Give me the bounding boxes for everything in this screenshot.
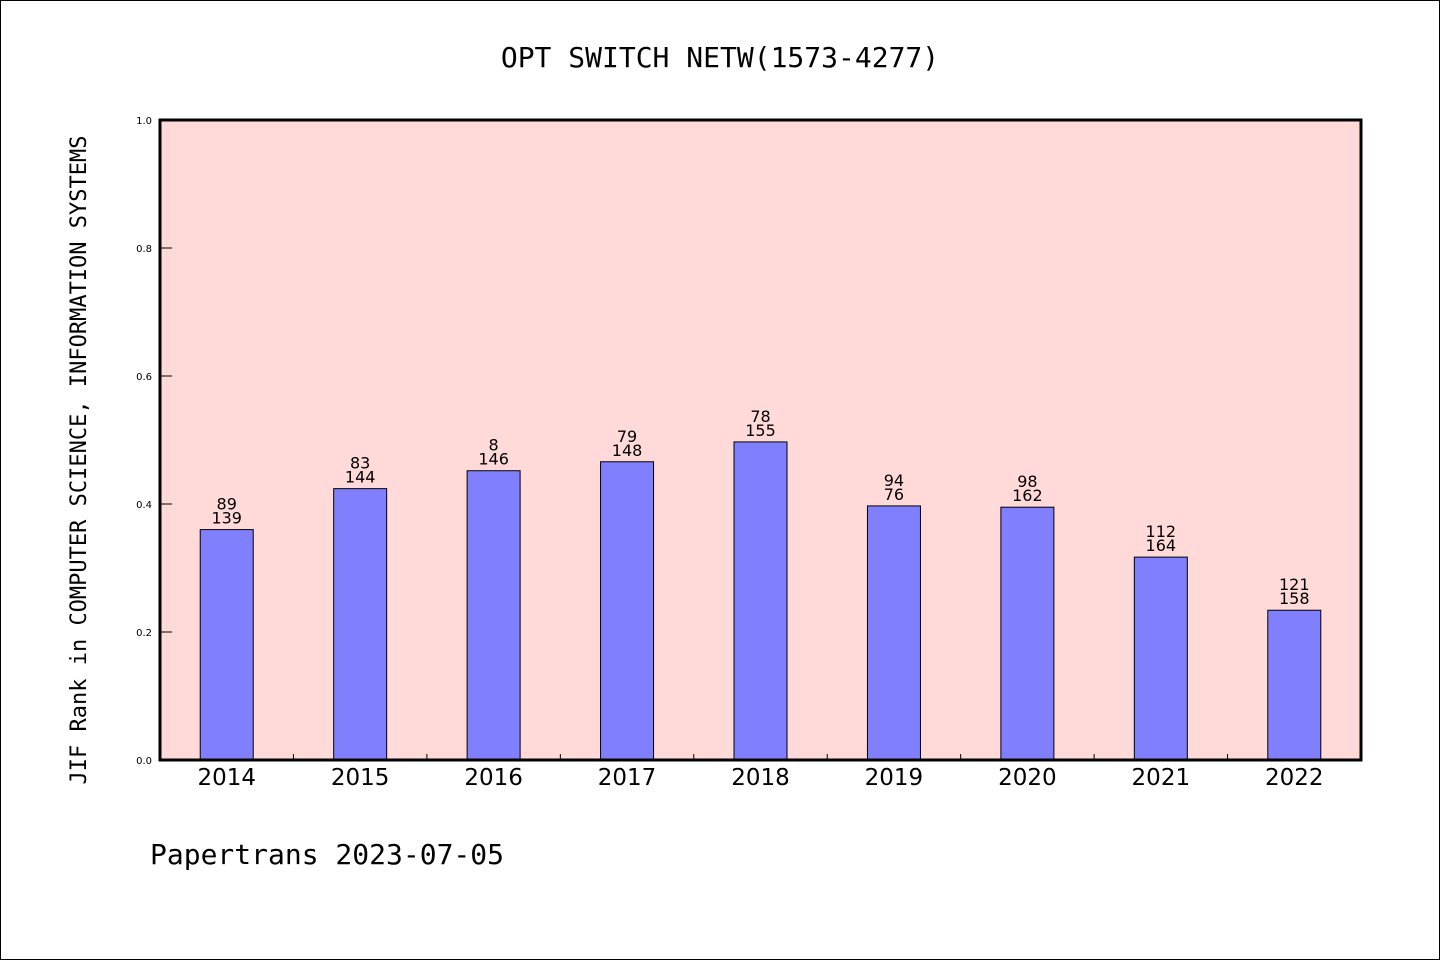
bar-2021 [1133,556,1188,761]
bar-2019 [866,505,921,761]
bar-2016 [466,470,521,761]
bar-rank-label: 83 [350,454,370,473]
bar-total-label: 148 [612,441,643,460]
x-tick-label: 2020 [998,765,1057,791]
bar-total-label: 155 [745,421,776,440]
bar-2014 [199,529,254,761]
plot-border [158,118,1363,762]
footer-credit: Papertrans 2023-07-05 [150,838,504,871]
y-tick-label: 1.0 [136,116,152,127]
bar-total-label: 144 [345,468,376,487]
bar-total-label: 158 [1279,589,1310,608]
y-tick-label: 0.4 [136,500,152,511]
bar-rank-label: 8 [489,436,499,455]
bar-2022 [1267,609,1322,761]
bar-rank-label: 98 [1017,472,1037,491]
bar-rank-label: 89 [217,495,237,514]
y-axis-label: JIF Rank in COMPUTER SCIENCE, INFORMATIO… [67,135,92,784]
bar-rank-label: 112 [1146,522,1177,541]
x-tick-label: 2017 [598,765,657,791]
bar-rank-label: 121 [1279,575,1310,594]
x-tick-label: 2019 [865,765,924,791]
x-tick-label: 2018 [731,765,790,791]
x-tick-label: 2021 [1132,765,1191,791]
bar-total-label: 164 [1146,536,1177,555]
bar-rank-label: 78 [750,407,770,426]
chart-title: OPT SWITCH NETW(1573-4277) [501,41,939,74]
y-tick-label: 0.6 [136,372,152,383]
y-tick-label: 0.8 [136,244,152,255]
bar-rank-label: 79 [617,427,637,446]
bar-total-label: 139 [211,509,242,528]
y-tick-label: 0.2 [136,628,152,639]
x-tick-label: 2015 [331,765,390,791]
bar-2015 [333,488,388,761]
x-tick-label: 2014 [197,765,256,791]
bar-rank-label: 94 [884,471,904,490]
y-tick-label: 0.0 [136,756,152,767]
bar-total-label: 146 [478,450,509,469]
bar-total-label: 162 [1012,486,1043,505]
bar-2018 [733,441,788,761]
bar-2020 [1000,506,1055,761]
x-tick-label: 2016 [464,765,523,791]
bar-2017 [600,461,655,761]
x-axis-ticks: 2014 2015 2016 2017 2018 2019 2020 2021 2022 [197,754,1324,791]
bar-total-label: 76 [884,485,904,504]
x-tick-label: 2022 [1265,765,1324,791]
